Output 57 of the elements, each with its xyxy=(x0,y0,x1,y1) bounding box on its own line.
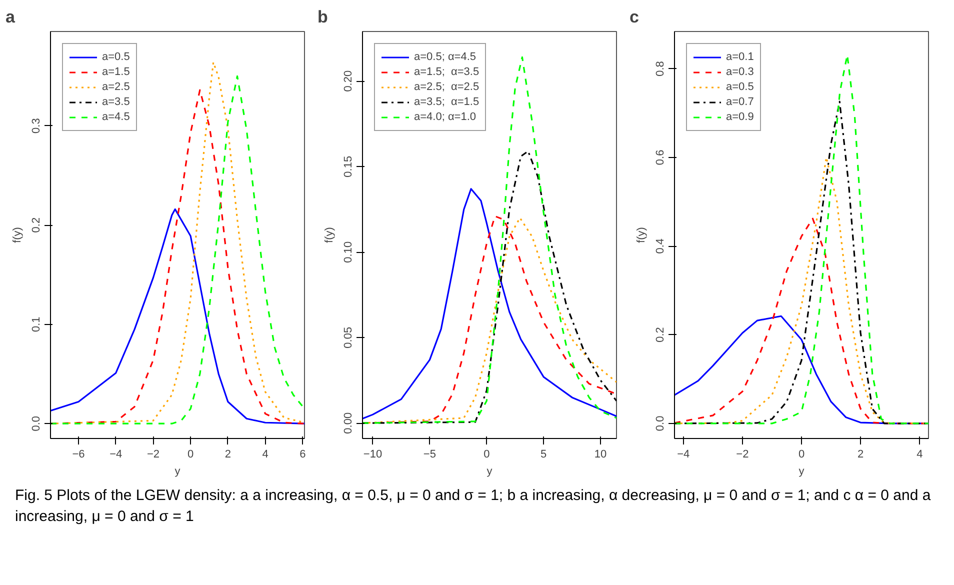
y-axis-title: f(y) xyxy=(636,227,648,243)
y-axis-title: f(y) xyxy=(324,227,336,243)
legend-label: a=0.9 xyxy=(726,110,754,124)
legend-label: a=4.0; α=1.0 xyxy=(414,110,476,124)
x-tick-label: −2 xyxy=(146,448,160,460)
x-tick-label: 0 xyxy=(798,448,805,460)
y-tick-label: 0.2 xyxy=(30,217,42,233)
y-tick-label: 0.15 xyxy=(342,156,354,178)
x-tick-label: 2 xyxy=(858,448,864,460)
y-tick-label: 0.0 xyxy=(30,416,42,432)
chart-title: a xyxy=(6,8,16,26)
x-tick-label: −6 xyxy=(72,448,85,460)
x-tick-label: 4 xyxy=(262,448,268,460)
x-axis-title: y xyxy=(798,466,805,478)
x-tick-label: 5 xyxy=(540,448,547,460)
legend-label: a=1.5 xyxy=(102,65,130,79)
x-tick-label: −10 xyxy=(363,448,382,460)
legend-label: a=2.5 xyxy=(102,80,130,94)
y-tick-label: 0.10 xyxy=(342,241,354,263)
x-tick-label: 0 xyxy=(484,448,490,460)
legend-label: a=0.7 xyxy=(726,95,754,109)
legend-label: a=0.5 xyxy=(102,50,130,64)
legend-label: a=0.1 xyxy=(726,50,754,64)
legend-label: a=0.3 xyxy=(726,65,754,79)
y-tick-label: 0.8 xyxy=(654,61,666,76)
x-tick-label: −5 xyxy=(423,448,436,460)
x-axis-title: y xyxy=(174,466,181,478)
legend-label: a=0.5 xyxy=(726,80,754,94)
x-tick-label: −2 xyxy=(736,448,749,460)
y-tick-label: 0.00 xyxy=(342,412,354,434)
legend-label: a=2.5; α=2.5 xyxy=(414,80,480,94)
chart-title: b xyxy=(318,8,328,26)
legend-label: a=3.5 xyxy=(102,95,130,109)
legend-label: a=4.5 xyxy=(102,110,130,124)
y-tick-label: 0.05 xyxy=(342,326,354,348)
caption: Fig. 5 Plots of the LGEW density: a a increasing, α = 0.5, μ = 0 and σ = 1; b a increasing, α decreasing, μ = 0 and σ = 1; and c α = 0 and a increasing, μ = 0 and σ = 1 xyxy=(15,486,932,528)
legend-label: a=1.5; α=3.5 xyxy=(414,65,480,79)
legend-label: a=0.5; α=4.5 xyxy=(414,50,476,64)
y-tick-label: 0.20 xyxy=(342,70,354,92)
x-tick-label: 4 xyxy=(916,448,923,460)
x-axis-title: y xyxy=(486,466,493,478)
y-axis-title: f(y) xyxy=(12,227,24,243)
y-tick-label: 0.2 xyxy=(654,327,666,342)
y-tick-label: 0.3 xyxy=(30,118,42,134)
x-tick-label: 6 xyxy=(300,448,306,460)
x-tick-label: 10 xyxy=(594,448,607,460)
x-tick-label: −4 xyxy=(677,448,690,460)
y-tick-label: 0.1 xyxy=(30,316,42,332)
x-tick-label: −4 xyxy=(110,448,122,460)
x-tick-label: 2 xyxy=(224,448,231,460)
chart-title: c xyxy=(630,8,639,26)
y-tick-label: 0.6 xyxy=(654,150,666,166)
legend-label: a=3.5; α=1.5 xyxy=(414,95,480,109)
y-tick-label: 0.4 xyxy=(654,238,666,254)
y-tick-label: 0.0 xyxy=(654,416,666,432)
line-series xyxy=(50,208,304,424)
x-tick-label: 0 xyxy=(188,448,194,460)
